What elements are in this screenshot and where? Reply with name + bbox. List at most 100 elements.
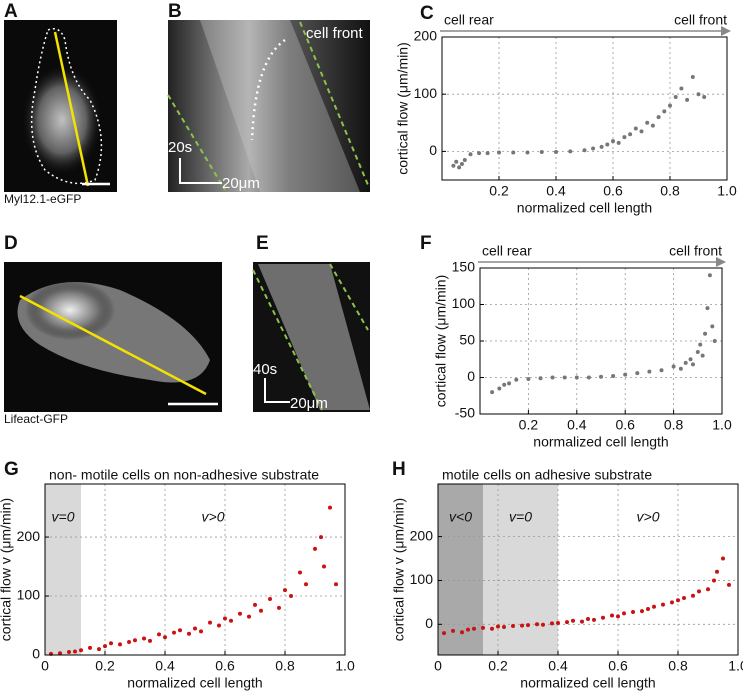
point (238, 611, 242, 616)
time-bar-label: 40s (253, 361, 277, 378)
point (668, 103, 672, 108)
point (671, 364, 676, 369)
point (468, 152, 473, 157)
x-tick-label: 1.0 (717, 183, 737, 199)
x-tick-label: 1.0 (712, 417, 732, 433)
point (682, 596, 686, 600)
point (715, 569, 719, 574)
point (79, 648, 83, 653)
subtitle: non- motile cells on non-adhesive substr… (49, 467, 319, 483)
panel-label: G (4, 459, 19, 480)
point (538, 376, 543, 381)
image-caption: Myl12.1-eGFP (4, 192, 81, 206)
x-tick-label: 1.0 (728, 658, 743, 674)
image-e (252, 262, 370, 412)
region (438, 484, 483, 655)
point (712, 339, 717, 343)
point (268, 596, 272, 601)
annotation: v>0 (637, 509, 660, 525)
y-tick-label: 100 (452, 295, 476, 311)
plot-frame (441, 36, 728, 181)
point (703, 331, 708, 336)
point (574, 375, 579, 380)
x-tick-label: 0.6 (615, 417, 635, 433)
point (322, 564, 326, 569)
arrow-label: cell rear (444, 12, 494, 28)
point (685, 97, 690, 102)
point (622, 135, 627, 140)
arrow-head (716, 257, 726, 267)
point (616, 140, 621, 145)
point (459, 161, 464, 166)
point (481, 625, 485, 630)
point (690, 362, 695, 367)
point (454, 159, 459, 164)
point (253, 602, 257, 607)
y-tick-label: 150 (452, 259, 476, 275)
y-tick-label: 0 (32, 646, 40, 662)
point (706, 587, 710, 592)
point (662, 109, 667, 114)
scale-bar-label: 20μm (290, 395, 328, 412)
y-axis-label: cortical flow v (μm/min) (391, 498, 407, 641)
point (73, 649, 77, 654)
arrow-label: cell rear (482, 243, 532, 259)
point (477, 151, 482, 156)
point (451, 163, 456, 168)
point (497, 150, 501, 155)
point (535, 622, 539, 627)
point (571, 618, 575, 623)
point (690, 75, 695, 80)
point (58, 651, 62, 656)
point (645, 120, 650, 125)
point (601, 615, 605, 620)
point (283, 588, 287, 593)
point (539, 149, 544, 154)
x-tick-label: 0.8 (275, 658, 295, 674)
point (277, 605, 281, 610)
point (460, 630, 464, 635)
point (639, 129, 644, 134)
point (163, 635, 167, 640)
point (313, 546, 317, 551)
point (659, 368, 664, 373)
point (496, 624, 500, 629)
point (580, 619, 584, 624)
point (700, 353, 705, 358)
x-tick-label: 0.8 (668, 658, 688, 674)
y-tick-label: 0 (425, 615, 433, 631)
x-tick-label: 0.4 (548, 658, 568, 674)
point (142, 636, 146, 641)
plot-frame (437, 483, 739, 656)
point (511, 624, 515, 629)
point (670, 600, 674, 605)
point (591, 146, 596, 151)
panel-label: A (4, 1, 18, 22)
y-tick-label: 50 (459, 332, 475, 348)
x-axis-label: normalized cell length (533, 434, 668, 450)
point (710, 324, 715, 329)
point (247, 614, 251, 619)
panel-label: F (420, 233, 432, 254)
x-tick-label: 0.2 (488, 658, 508, 674)
point (217, 623, 221, 628)
x-tick-label: 0.6 (215, 658, 235, 674)
point (97, 647, 101, 652)
panel-label: E (256, 233, 269, 254)
point (157, 632, 161, 637)
point (611, 139, 615, 144)
y-axis-label: cortical flow (μm/min) (395, 42, 411, 175)
panel-label: C (420, 3, 434, 24)
y-tick-label: 200 (410, 527, 434, 543)
point (568, 149, 573, 154)
point (319, 535, 323, 540)
x-tick-label: 0.8 (664, 417, 684, 433)
point (650, 123, 655, 128)
annotation: v>0 (202, 509, 225, 525)
y-axis-label: cortical flow v (μm/min) (0, 498, 14, 641)
point (652, 604, 656, 609)
point (565, 620, 569, 625)
point (525, 150, 530, 155)
region-label: v=0 (52, 509, 75, 525)
